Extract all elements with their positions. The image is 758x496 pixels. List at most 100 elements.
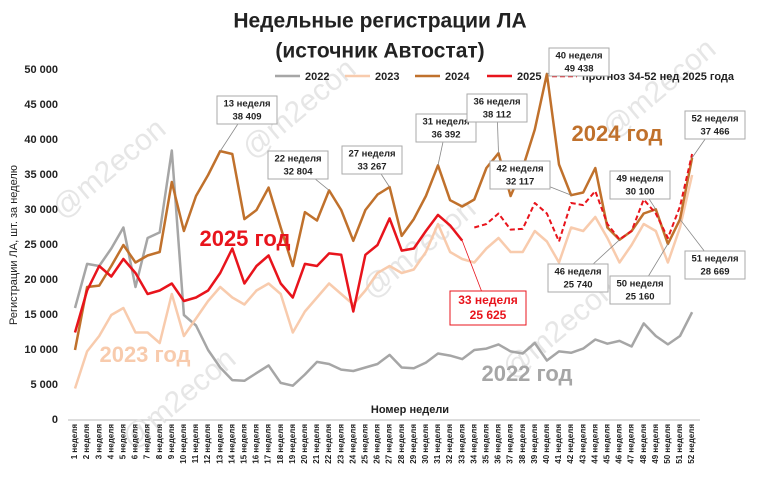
x-tick-label: 2 неделя: [82, 424, 91, 460]
x-tick-label: 5 неделя: [119, 424, 128, 460]
x-tick-label: 24 неделя: [348, 424, 357, 464]
x-tick-label: 23 неделя: [336, 424, 345, 464]
y-tick-label: 45 000: [24, 99, 58, 111]
x-tick-label: 49 неделя: [651, 424, 660, 464]
x-tick-label: 46 неделя: [615, 424, 624, 464]
x-tick-label: 29 неделя: [409, 424, 418, 464]
callout-box: [547, 263, 609, 293]
year-label: 2022 год: [481, 361, 572, 386]
callout-value: 25 625: [470, 308, 507, 322]
year-label: 2024 год: [571, 121, 662, 146]
series-line: [73, 174, 694, 389]
x-tick-label: 14 неделя: [227, 424, 236, 464]
x-tick-label: 22 неделя: [324, 424, 333, 464]
x-tick-label: 37 неделя: [506, 424, 515, 464]
y-tick-label: 40 000: [24, 134, 58, 146]
callout-week: 22 неделя: [274, 154, 321, 165]
y-tick-label: 25 000: [24, 239, 58, 251]
callout-value: 38 409: [232, 112, 261, 123]
x-tick-label: 50 неделя: [663, 424, 672, 464]
x-tick-label: 16 неделя: [252, 424, 261, 464]
series-line: [474, 153, 694, 243]
callout-box: [548, 47, 610, 77]
y-tick-label: 10 000: [24, 344, 58, 356]
x-tick-label: 7 неделя: [143, 424, 152, 460]
x-tick-label: 21 неделя: [312, 424, 321, 464]
year-label: 2025 год: [199, 226, 290, 251]
series-line: [73, 72, 694, 351]
x-tick-label: 19 неделя: [288, 424, 297, 464]
x-tick-label: 33 неделя: [457, 424, 466, 464]
callout-box: [684, 110, 746, 140]
legend-label: прогноз 34-52 нед 2025 года: [582, 71, 735, 83]
x-tick-label: 35 неделя: [482, 424, 491, 464]
callout-box: [609, 275, 671, 305]
x-tick-label: 47 неделя: [627, 424, 636, 464]
chart-title: (источник Автостат): [275, 40, 484, 63]
x-tick-label: 20 неделя: [300, 424, 309, 464]
x-tick-label: 11 неделя: [191, 424, 200, 464]
x-tick-label: 4 неделя: [106, 424, 115, 460]
x-tick-label: 52 неделя: [687, 424, 696, 464]
x-tick-label: 6 неделя: [131, 424, 140, 460]
x-tick-label: 12 неделя: [203, 424, 212, 464]
x-tick-label: 1 неделя: [70, 424, 79, 460]
callout-box: [216, 95, 278, 125]
x-tick-label: 39 неделя: [530, 424, 539, 464]
callout-box: [684, 250, 746, 280]
callout-value: 25 160: [625, 292, 654, 303]
x-tick-label: 43 неделя: [578, 424, 587, 464]
callout-week: 27 неделя: [348, 149, 395, 160]
y-tick-label: 0: [52, 414, 58, 426]
x-tick-label: 51 неделя: [675, 424, 684, 464]
year-label: 2023 год: [99, 342, 190, 367]
callout-box: [449, 290, 527, 326]
callout-value: 38 112: [483, 110, 512, 121]
x-tick-label: 8 неделя: [155, 424, 164, 460]
callout-value: 30 100: [625, 187, 654, 198]
legend-label: 2023: [375, 71, 399, 83]
series-line: [73, 149, 694, 387]
y-axis-title: Регистрации ЛА, шт. за неделю: [8, 165, 20, 325]
x-tick-label: 27 неделя: [385, 424, 394, 464]
x-tick-label: 15 неделя: [240, 424, 249, 464]
x-axis-title: Номер недели: [371, 404, 449, 416]
callout-box: [341, 145, 403, 175]
y-tick-label: 35 000: [24, 169, 58, 181]
x-tick-label: 31 неделя: [433, 424, 442, 464]
callout-box: [267, 150, 329, 180]
x-tick-label: 48 неделя: [639, 424, 648, 464]
callout-value: 36 392: [431, 130, 460, 141]
callout-week: 49 неделя: [616, 174, 663, 185]
callout-value: 28 669: [700, 267, 729, 278]
x-tick-label: 13 неделя: [215, 424, 224, 464]
callout-week: 50 неделя: [616, 279, 663, 290]
x-tick-label: 40 неделя: [542, 424, 551, 464]
callout-value: 49 438: [564, 64, 593, 75]
x-tick-label: 44 неделя: [590, 424, 599, 464]
x-tick-label: 9 неделя: [167, 424, 176, 460]
callout-box: [489, 160, 551, 190]
callout-week: 31 неделя: [422, 117, 469, 128]
y-tick-label: 15 000: [24, 309, 58, 321]
x-tick-label: 41 неделя: [554, 424, 563, 464]
callout-week: 51 неделя: [691, 254, 738, 265]
callout-week: 40 неделя: [555, 51, 602, 62]
callout-box: [609, 170, 671, 200]
x-tick-label: 32 неделя: [445, 424, 454, 464]
callout-value: 25 740: [563, 280, 592, 291]
series-line: [73, 213, 464, 333]
callout-value: 32 804: [283, 167, 313, 178]
callout-week: 13 неделя: [223, 99, 270, 110]
y-tick-label: 30 000: [24, 204, 58, 216]
callout-week: 46 неделя: [554, 267, 601, 278]
x-tick-label: 25 неделя: [361, 424, 370, 464]
x-tick-label: 28 неделя: [397, 424, 406, 464]
x-tick-label: 36 неделя: [494, 424, 503, 464]
x-tick-label: 26 неделя: [373, 424, 382, 464]
legend-label: 2025: [517, 71, 541, 83]
chart-title: Недельные регистрации ЛА: [233, 10, 526, 33]
callout-box: [466, 93, 528, 123]
x-tick-label: 10 неделя: [179, 424, 188, 464]
